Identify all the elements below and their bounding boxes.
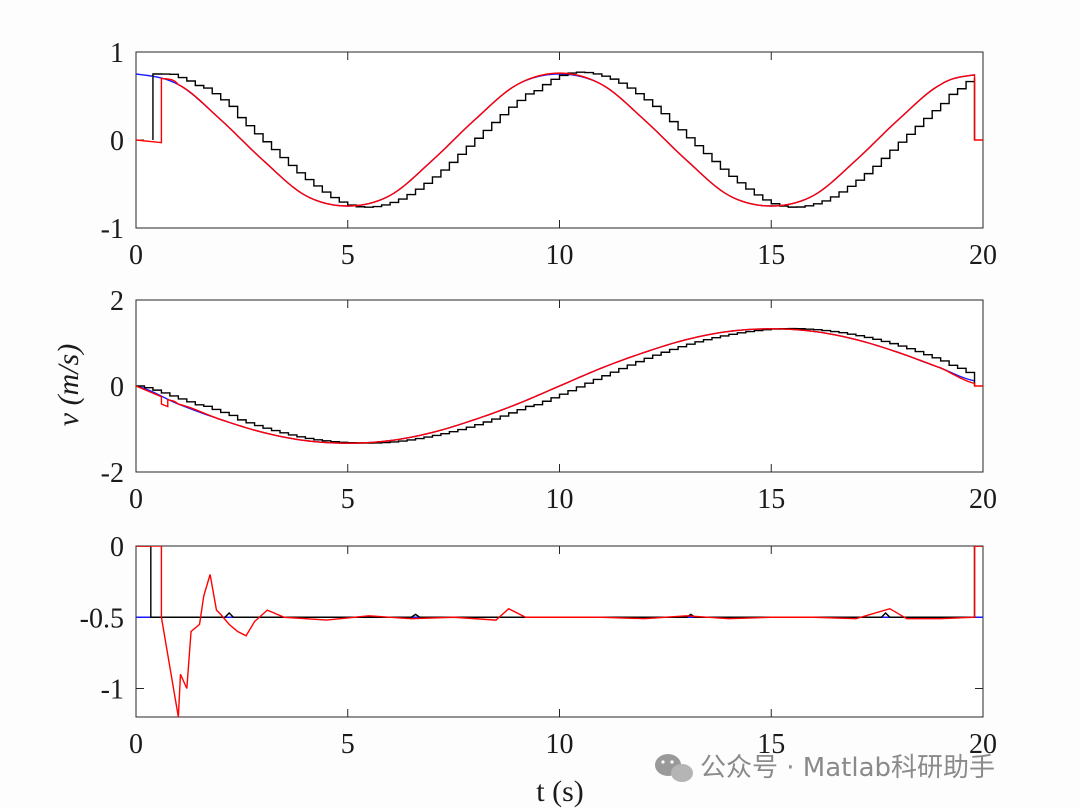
x-tick-label: 10 bbox=[546, 729, 574, 760]
x-axis-label: t (s) bbox=[536, 775, 584, 808]
watermark-text: 公众号 · Matlab科研助手 bbox=[700, 753, 995, 783]
y-tick-label: 0 bbox=[110, 126, 124, 157]
series-line bbox=[136, 72, 983, 207]
series-line bbox=[152, 71, 976, 208]
x-tick-label: 0 bbox=[129, 240, 143, 271]
x-tick-label: 20 bbox=[969, 240, 997, 271]
x-tick-label: 10 bbox=[546, 484, 574, 515]
wechat-icon bbox=[655, 754, 693, 782]
x-tick-label: 5 bbox=[341, 729, 355, 760]
subplot-acceleration: 0 5 10 15 20 0 -0.5 -1 bbox=[80, 532, 997, 760]
x-tick-label: 15 bbox=[757, 240, 785, 271]
series-line bbox=[136, 328, 983, 444]
x-tick-label: 5 bbox=[341, 240, 355, 271]
x-tick-label: 10 bbox=[546, 240, 574, 271]
x-tick-label: 5 bbox=[341, 484, 355, 515]
y-tick-label: -0.5 bbox=[80, 603, 124, 634]
axes-box bbox=[135, 545, 984, 718]
subplot-velocity: 0 5 10 15 20-202 bbox=[101, 286, 997, 515]
y-tick-label: -2 bbox=[101, 458, 124, 489]
y-tick-label: 1 bbox=[110, 38, 124, 69]
series-line bbox=[136, 546, 983, 717]
x-tick-label: 0 bbox=[129, 484, 143, 515]
y-tick-label: -1 bbox=[101, 675, 124, 706]
series-line bbox=[136, 327, 976, 444]
y-tick-label: 0 bbox=[110, 372, 124, 403]
x-tick-label: 0 bbox=[129, 729, 143, 760]
x-tick-label: 20 bbox=[969, 729, 997, 760]
y-tick-label: 0 bbox=[110, 532, 124, 563]
y-tick-label: -1 bbox=[101, 214, 124, 245]
x-tick-label: 15 bbox=[757, 484, 785, 515]
y-axis-label: v (m/s) bbox=[52, 344, 85, 426]
watermark: 公众号 · Matlab科研助手 bbox=[655, 753, 995, 783]
x-tick-label: 15 bbox=[757, 729, 785, 760]
series-line bbox=[136, 546, 983, 618]
y-tick-label: 2 bbox=[110, 286, 124, 317]
axes-box bbox=[135, 51, 984, 229]
x-tick-label: 20 bbox=[969, 484, 997, 515]
subplot-position: 0 5 10 15 20-101 bbox=[101, 38, 997, 271]
